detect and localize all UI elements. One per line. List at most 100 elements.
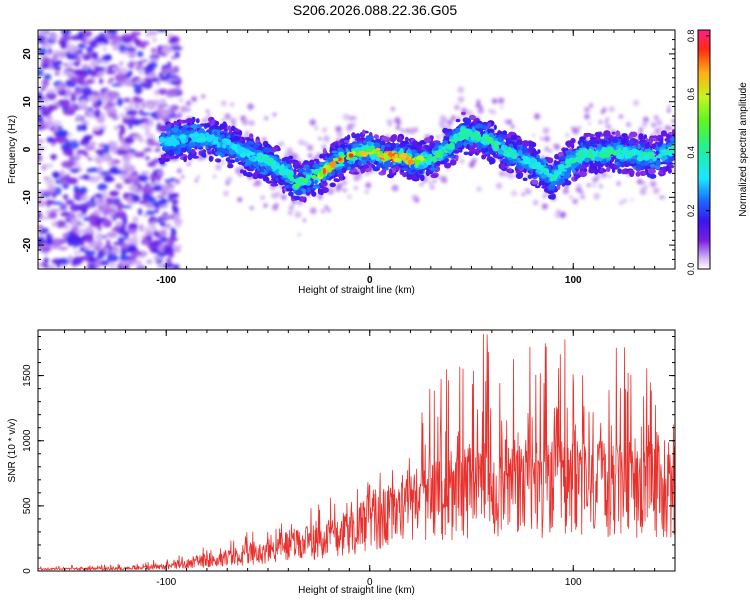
ridge-cell (346, 160, 355, 164)
ridge-cell (443, 162, 452, 169)
halo-dot (352, 122, 356, 126)
ridge-cell (606, 166, 611, 173)
halo-dot (672, 169, 675, 174)
ridge-cell (481, 154, 487, 160)
halo-dot (201, 94, 206, 99)
noise-blob (144, 33, 152, 38)
halo-dot (654, 128, 660, 134)
halo-dot (510, 190, 518, 197)
noise-blob (113, 125, 119, 131)
halo-dot (249, 206, 254, 210)
halo-dot (303, 141, 309, 147)
halo-dot (616, 181, 621, 186)
halo-dot (260, 195, 265, 200)
ridge-cell (587, 133, 595, 138)
ridge-cell (612, 138, 618, 144)
ridge-cell (220, 133, 226, 139)
noise-blob (141, 43, 146, 49)
noise-blob (148, 61, 158, 69)
noise-blob (138, 174, 149, 183)
noise-blob (106, 253, 119, 263)
ridge-cell (443, 158, 450, 163)
ridge-cell (338, 151, 345, 156)
noise-blob (133, 177, 138, 184)
ridge-cell (242, 170, 247, 176)
ridge-cell (643, 134, 648, 140)
noise-blob (111, 115, 119, 121)
noise-blob (153, 208, 160, 214)
noise-blob (154, 148, 161, 152)
noise-blob (106, 66, 112, 70)
noise-blob (62, 233, 67, 239)
halo-dot (440, 175, 447, 183)
halo-dot (336, 131, 343, 138)
halo-dot (580, 194, 586, 200)
halo-dot (666, 108, 671, 113)
noise-blob (70, 218, 80, 226)
ridge-cell (371, 164, 376, 169)
ridge-cell (520, 172, 524, 178)
halo-dot (194, 179, 199, 183)
noise-blob (171, 204, 177, 211)
noise-blob (153, 89, 159, 96)
noise-blob (60, 176, 70, 180)
ridge-cell (410, 163, 415, 171)
noise-blob (63, 98, 70, 108)
ridge-cell (159, 125, 168, 132)
ridge-cell (432, 158, 438, 163)
ridge-cell (535, 169, 541, 173)
ridge-cell (278, 170, 285, 174)
noise-blob (157, 216, 163, 224)
ridge-cell (654, 165, 661, 170)
halo-dot (601, 173, 605, 177)
ridge-cell (230, 125, 236, 131)
halo-dot (632, 99, 640, 107)
halo-dot (540, 137, 544, 141)
noise-blob (168, 239, 174, 248)
noise-blob (38, 91, 43, 97)
noise-blob (96, 43, 106, 47)
halo-dot (365, 182, 372, 189)
ridge-cell (331, 150, 338, 154)
ridge-cell (166, 151, 173, 156)
ridge-cell (421, 146, 425, 150)
ridge-cell (264, 160, 269, 164)
halo-dot (241, 118, 249, 126)
noise-blob (79, 186, 88, 194)
ridge-cell (166, 123, 173, 127)
noise-blob (41, 261, 47, 268)
halo-dot (336, 185, 342, 191)
ridge-cell (314, 179, 318, 185)
noise-blob (111, 83, 122, 87)
noise-blob (38, 95, 45, 102)
noise-blob (79, 246, 86, 253)
ridge-cell (315, 165, 320, 169)
noise-blob (78, 203, 89, 212)
noise-blob (51, 220, 58, 228)
ridge-cell (293, 195, 301, 201)
ridge-cell (458, 131, 463, 136)
noise-blob (121, 260, 126, 268)
ridge-cell (345, 148, 349, 153)
noise-blob (128, 122, 133, 130)
ridge-cell (362, 129, 366, 135)
noise-blob (162, 185, 171, 192)
ridge-cell (647, 168, 656, 175)
noise-blob (140, 239, 150, 245)
halo-dot (457, 96, 465, 103)
halo-dot (618, 200, 624, 206)
halo-dot (579, 189, 584, 194)
ridge-cell (216, 141, 221, 148)
ridge-cell (664, 137, 670, 142)
noise-blob (105, 239, 111, 249)
halo-dot (167, 182, 172, 187)
noise-blob (88, 214, 99, 222)
halo-dot (168, 107, 173, 112)
noise-blob (97, 202, 106, 207)
noise-blob (129, 99, 134, 108)
ridge-cell (351, 132, 356, 137)
noise-blob (118, 44, 127, 53)
noise-blob (170, 55, 177, 60)
noise-blob (113, 67, 122, 73)
noise-blob (119, 113, 125, 118)
